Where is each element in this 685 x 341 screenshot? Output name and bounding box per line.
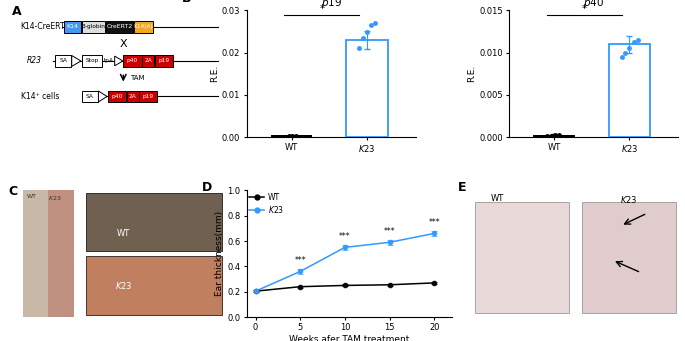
Bar bbox=[86, 193, 222, 251]
Text: 2A: 2A bbox=[145, 58, 152, 63]
Text: R23: R23 bbox=[27, 57, 42, 65]
Text: TAM: TAM bbox=[130, 75, 145, 81]
Text: ***: *** bbox=[295, 255, 306, 265]
Polygon shape bbox=[99, 91, 107, 102]
Bar bbox=[48, 190, 74, 317]
Y-axis label: R.E.: R.E. bbox=[210, 65, 219, 82]
Title: $\it{p40}$: $\it{p40}$ bbox=[583, 0, 604, 10]
Polygon shape bbox=[114, 56, 123, 66]
Bar bbox=[271, 135, 312, 137]
Bar bbox=[127, 91, 138, 102]
Bar bbox=[64, 21, 81, 33]
Text: p40: p40 bbox=[127, 58, 138, 63]
Text: SA: SA bbox=[60, 58, 67, 63]
Text: CreERT2: CreERT2 bbox=[106, 24, 133, 29]
Bar bbox=[142, 55, 154, 66]
Text: D: D bbox=[201, 181, 212, 194]
Text: β-globin: β-globin bbox=[82, 24, 105, 29]
Bar bbox=[105, 21, 134, 33]
Bar bbox=[123, 55, 142, 66]
Text: A: A bbox=[12, 5, 22, 18]
Text: ***: *** bbox=[428, 218, 440, 226]
Text: tpA: tpA bbox=[103, 58, 114, 63]
Text: WT: WT bbox=[116, 229, 130, 238]
Text: Stop: Stop bbox=[86, 58, 99, 63]
Text: $\it{K23}$: $\it{K23}$ bbox=[620, 194, 638, 205]
Title: $\it{p19}$: $\it{p19}$ bbox=[321, 0, 342, 10]
Text: K14: K14 bbox=[66, 24, 79, 29]
Text: B: B bbox=[182, 0, 192, 5]
Bar bbox=[134, 21, 153, 33]
Bar bbox=[475, 202, 569, 313]
Text: *: * bbox=[319, 4, 325, 14]
Bar bbox=[82, 21, 105, 33]
Text: K14-CreERT2: K14-CreERT2 bbox=[21, 22, 70, 31]
Text: $\it{K23}$: $\it{K23}$ bbox=[114, 280, 132, 291]
Bar bbox=[346, 40, 388, 137]
Bar bbox=[582, 202, 676, 313]
Text: $\it{K23}$: $\it{K23}$ bbox=[48, 194, 61, 202]
Bar bbox=[86, 256, 222, 315]
Text: C: C bbox=[8, 185, 17, 198]
Text: p19: p19 bbox=[158, 58, 169, 63]
Text: K14(A): K14(A) bbox=[134, 24, 153, 29]
Text: WT: WT bbox=[490, 194, 504, 203]
Bar bbox=[534, 134, 575, 137]
Y-axis label: Ear thickness(mm): Ear thickness(mm) bbox=[215, 211, 224, 296]
Text: K14⁺ cells: K14⁺ cells bbox=[21, 92, 59, 101]
Bar bbox=[23, 190, 48, 317]
Bar bbox=[608, 44, 650, 137]
Text: X: X bbox=[119, 39, 127, 49]
Text: ***: *** bbox=[339, 232, 351, 241]
Text: p40: p40 bbox=[111, 94, 123, 99]
Text: ***: *** bbox=[384, 227, 395, 236]
Bar bbox=[82, 91, 97, 102]
Bar bbox=[108, 91, 126, 102]
Text: E: E bbox=[458, 181, 466, 194]
Y-axis label: R.E.: R.E. bbox=[467, 65, 476, 82]
Text: p19: p19 bbox=[142, 94, 153, 99]
Bar bbox=[82, 55, 102, 66]
Bar bbox=[139, 91, 158, 102]
Legend: WT, $\it{K23}$: WT, $\it{K23}$ bbox=[249, 193, 284, 214]
Bar bbox=[55, 55, 71, 66]
Text: *: * bbox=[582, 4, 586, 14]
Bar bbox=[155, 55, 173, 66]
Polygon shape bbox=[72, 56, 81, 66]
Text: SA: SA bbox=[86, 94, 94, 99]
Text: 2A: 2A bbox=[129, 94, 136, 99]
Text: WT: WT bbox=[27, 194, 37, 199]
X-axis label: Weeks afer TAM treatment: Weeks afer TAM treatment bbox=[289, 335, 410, 341]
